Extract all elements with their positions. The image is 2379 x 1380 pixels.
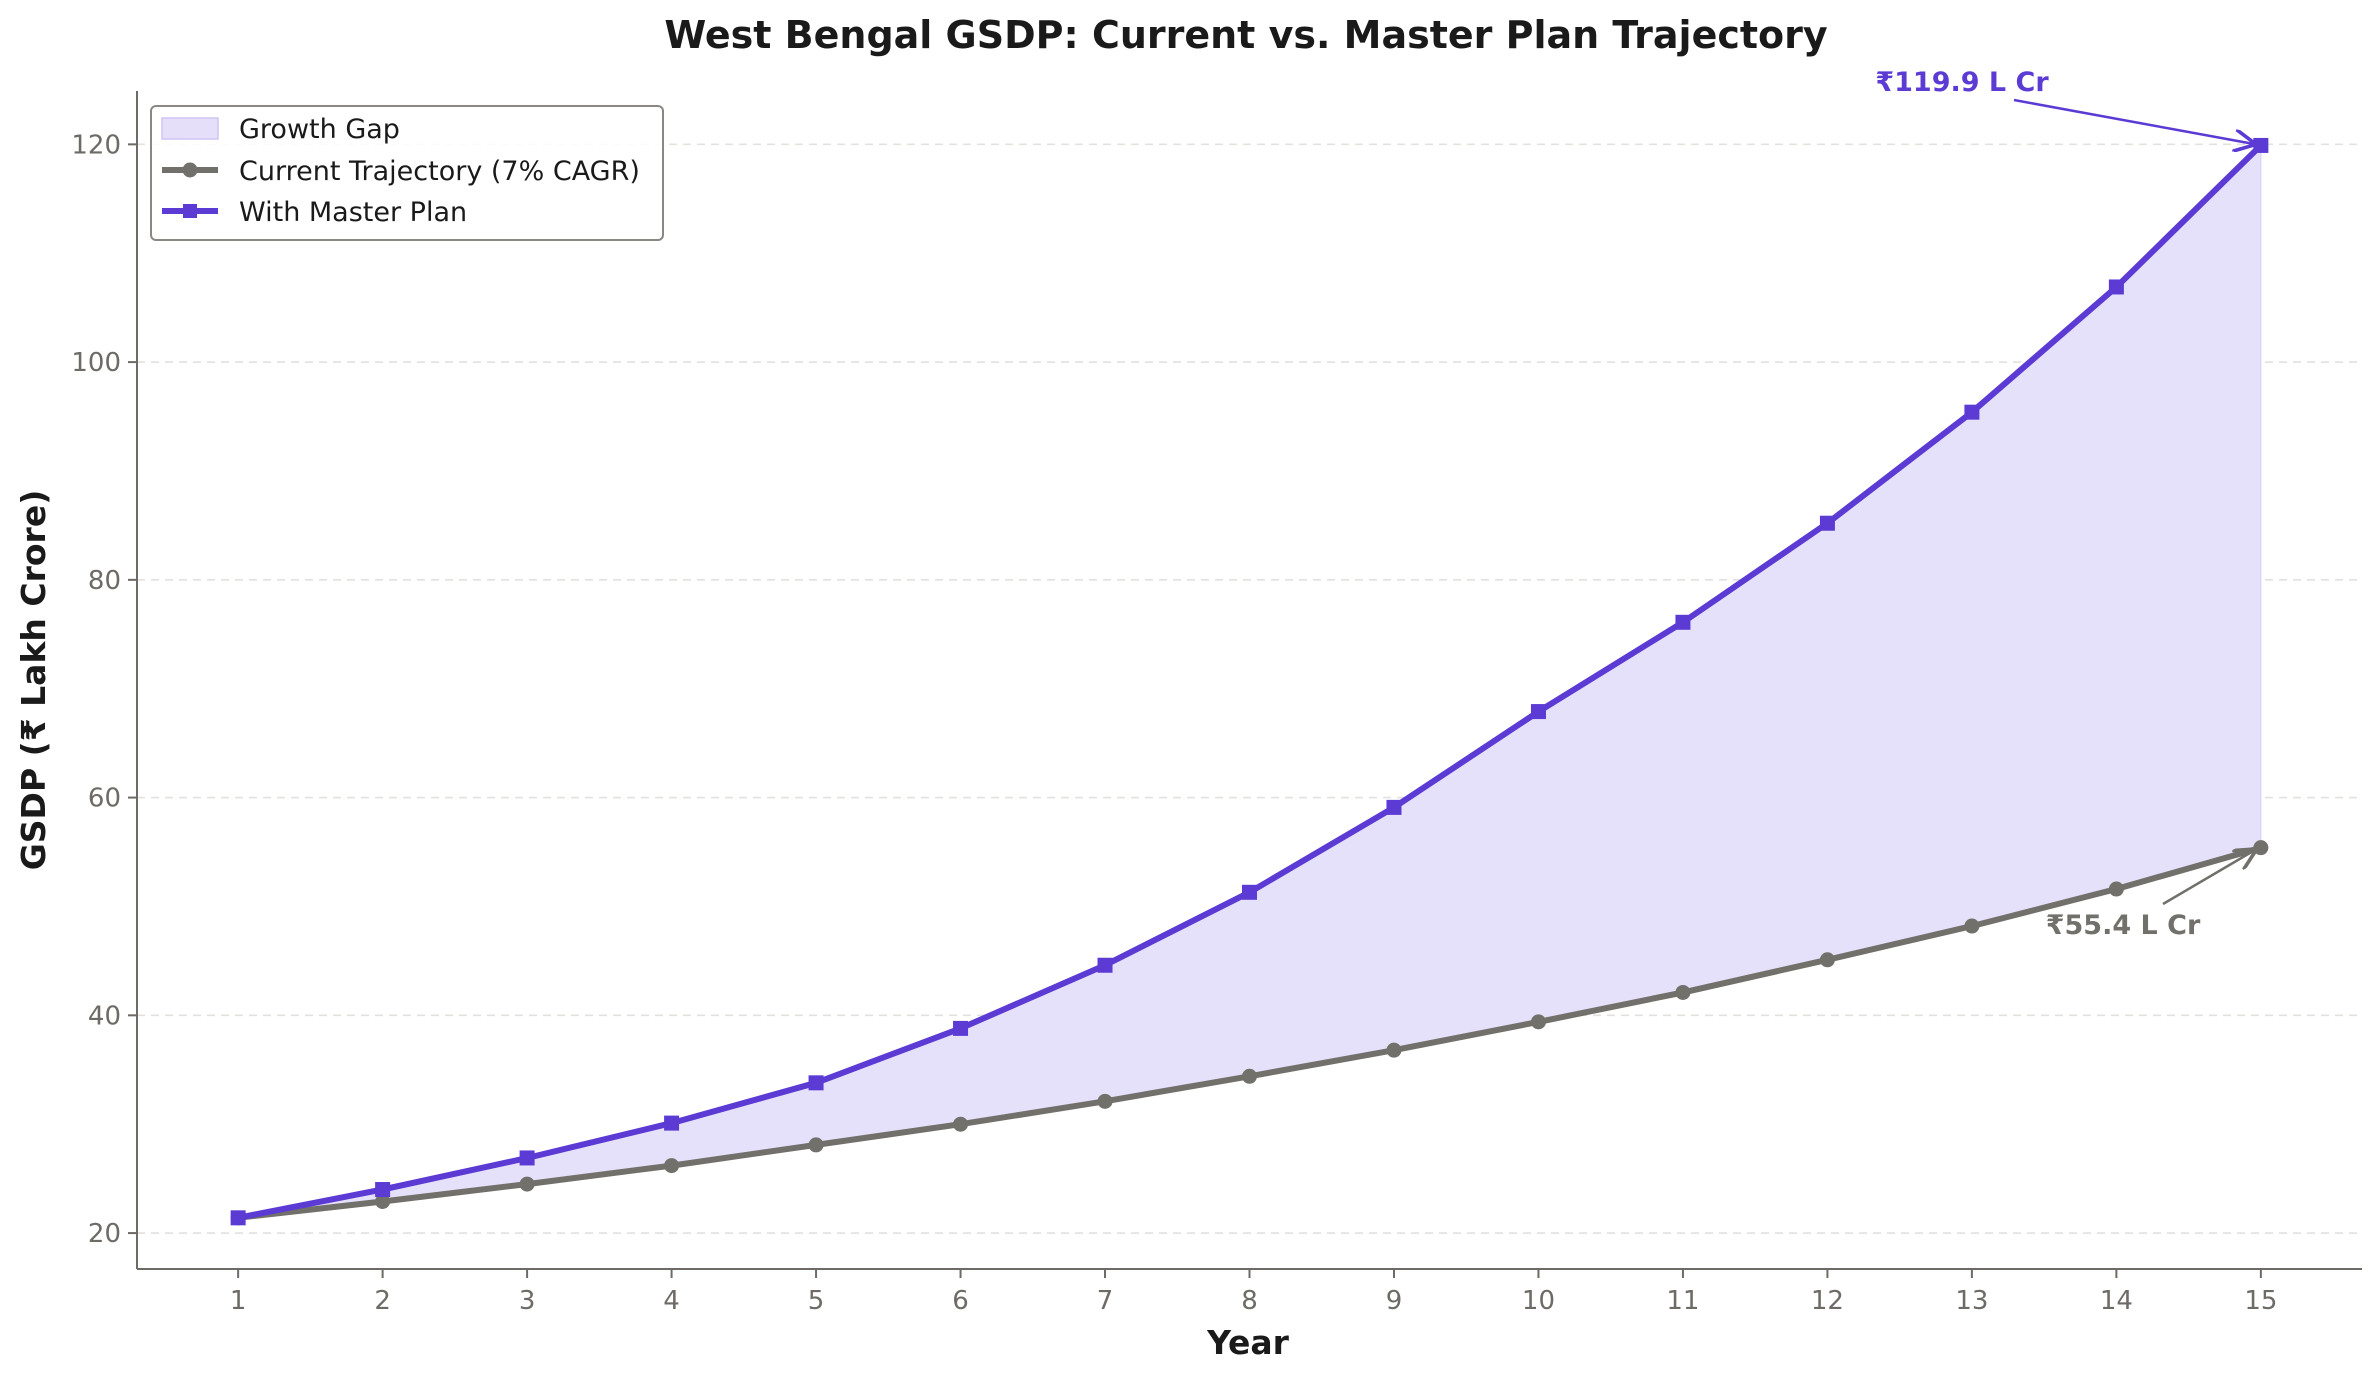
x-tick-label-9: 9 — [1386, 1286, 1403, 1316]
x-tick-label-7: 7 — [1097, 1286, 1114, 1316]
point-master-1 — [230, 1210, 246, 1226]
x-tick-label-14: 14 — [2100, 1286, 2133, 1316]
point-master-7 — [1097, 957, 1113, 973]
point-master-3 — [519, 1150, 535, 1166]
x-tick-label-11: 11 — [1666, 1286, 1699, 1316]
point-master-15 — [2253, 137, 2269, 153]
y-tick-label-60: 60 — [88, 784, 121, 814]
x-tick-label-10: 10 — [1522, 1286, 1555, 1316]
legend-marker-master — [183, 204, 197, 218]
point-current-7 — [1097, 1093, 1113, 1109]
series-lines — [230, 137, 2269, 1226]
y-axis-title: GSDP (₹ Lakh Crore) — [14, 490, 53, 871]
legend: Growth Gap Current Trajectory (7% CAGR) … — [150, 105, 664, 241]
x-tick-label-6: 6 — [952, 1286, 969, 1316]
y-tick-label-40: 40 — [88, 1001, 121, 1031]
x-tick-label-5: 5 — [808, 1286, 825, 1316]
point-master-10 — [1530, 704, 1546, 720]
growth-gap-fill — [238, 144, 2262, 1219]
y-tick-label-120: 120 — [71, 130, 121, 160]
growth-gap-area — [238, 144, 2262, 1219]
point-current-4 — [664, 1158, 680, 1174]
point-current-11 — [1675, 984, 1691, 1000]
annotation-arrow-master — [2013, 98, 2254, 144]
y-tick-label-100: 100 — [71, 348, 121, 378]
y-ticks: 20 40 60 80 100 120 — [71, 130, 137, 1249]
x-ticks: 1 2 3 4 5 6 7 8 9 10 11 12 13 14 15 — [230, 1269, 2277, 1316]
point-current-2 — [375, 1193, 391, 1209]
point-master-13 — [1964, 404, 1980, 420]
point-current-9 — [1386, 1042, 1402, 1058]
point-master-11 — [1675, 614, 1691, 630]
point-master-9 — [1386, 799, 1402, 815]
legend-label-growth-gap: Growth Gap — [239, 114, 400, 145]
x-tick-label-8: 8 — [1241, 1286, 1258, 1316]
point-current-5 — [808, 1137, 824, 1153]
point-current-6 — [953, 1116, 969, 1132]
x-tick-label-12: 12 — [1811, 1286, 1844, 1316]
x-tick-label-15: 15 — [2244, 1286, 2277, 1316]
legend-label-current: Current Trajectory (7% CAGR) — [239, 156, 640, 187]
annotation-master-value: ₹119.9 L Cr — [1875, 67, 2049, 98]
point-master-2 — [375, 1182, 391, 1198]
x-tick-label-2: 2 — [374, 1286, 391, 1316]
point-master-12 — [1819, 515, 1835, 531]
point-current-14 — [2108, 881, 2124, 897]
x-tick-label-4: 4 — [663, 1286, 680, 1316]
point-current-12 — [1819, 952, 1835, 968]
point-master-8 — [1242, 884, 1257, 900]
y-tick-label-80: 80 — [88, 566, 121, 596]
point-current-3 — [519, 1176, 535, 1192]
point-current-10 — [1530, 1014, 1546, 1030]
legend-swatch-growth-gap — [161, 117, 219, 140]
point-master-14 — [2108, 279, 2124, 295]
annotation-arrow-current — [2162, 850, 2255, 906]
annotations: ₹119.9 L Cr ₹55.4 L Cr — [1875, 67, 2255, 941]
annotation-current-value: ₹55.4 L Cr — [2046, 910, 2201, 941]
legend-box — [150, 105, 664, 241]
point-master-6 — [953, 1020, 969, 1036]
point-current-15 — [2253, 840, 2269, 856]
chart-title: West Bengal GSDP: Current vs. Master Pla… — [664, 13, 1828, 57]
x-tick-label-3: 3 — [519, 1286, 536, 1316]
x-axis-title: Year — [1206, 1323, 1290, 1362]
x-tick-label-13: 13 — [1955, 1286, 1988, 1316]
legend-marker-current — [182, 162, 198, 178]
legend-label-master: With Master Plan — [239, 197, 467, 228]
point-current-13 — [1964, 918, 1980, 934]
point-master-4 — [664, 1115, 680, 1131]
y-tick-label-20: 20 — [88, 1219, 121, 1249]
x-tick-label-1: 1 — [230, 1286, 247, 1316]
point-current-8 — [1242, 1068, 1257, 1084]
point-master-5 — [808, 1075, 824, 1091]
